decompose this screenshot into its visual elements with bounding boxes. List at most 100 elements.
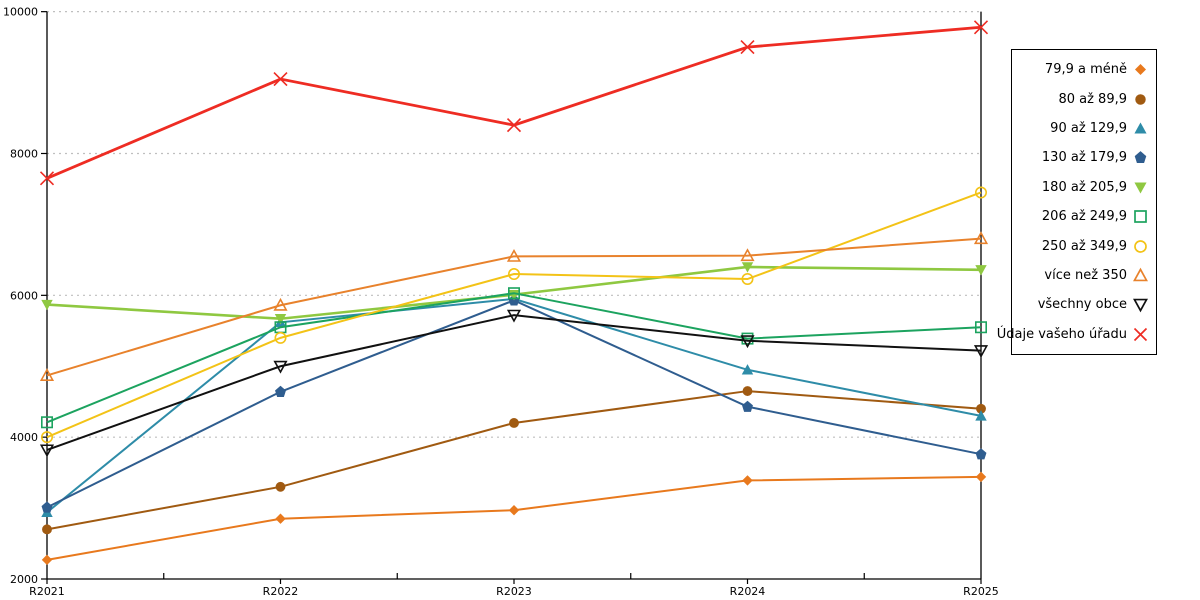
triangle-up-open-marker-icon (1132, 267, 1149, 284)
data-point-marker (1133, 327, 1148, 341)
data-point-marker (40, 431, 53, 444)
y-tick-label: 6000 (10, 289, 38, 302)
legend-item-130-az-179-9[interactable]: 130 až 179,9 (1019, 149, 1149, 166)
data-point-marker (741, 364, 754, 375)
series-79-9-a-mene (41, 471, 987, 566)
y-tick-label: 4000 (10, 431, 38, 444)
data-point-marker (274, 314, 287, 325)
series-line (46, 475, 982, 561)
data-point-marker (975, 265, 987, 276)
data-point-marker (42, 524, 52, 535)
series-line (46, 297, 982, 514)
legend-marker-glyph (1134, 151, 1147, 164)
series-vsechny-obce (39, 309, 989, 458)
x-tick-label: R2022 (263, 585, 299, 598)
data-point-marker (740, 40, 755, 55)
y-tick-label: 10000 (3, 6, 38, 19)
data-point-marker (275, 385, 286, 397)
legend-marker-glyph (1135, 93, 1146, 105)
data-point-marker (275, 513, 286, 524)
data-point-marker (273, 360, 288, 374)
legend-label: 90 až 129,9 (1050, 120, 1127, 136)
data-point-marker (1134, 239, 1147, 253)
legend-label: Údaje vašeho úřadu (996, 326, 1127, 342)
data-point-marker (741, 273, 754, 286)
data-point-marker (742, 475, 753, 486)
data-point-marker (275, 481, 286, 492)
legend-item-vice-nez-350[interactable]: více než 350 (1019, 267, 1149, 284)
diamond-marker-icon (1132, 61, 1149, 78)
x-tick-label: R2021 (29, 585, 65, 598)
legend-item-180-az-205-9[interactable]: 180 až 205,9 (1019, 179, 1149, 196)
legend-item-250-az-349-9[interactable]: 250 až 349,9 (1019, 238, 1149, 255)
triangle-down-open-marker-icon (1132, 296, 1149, 313)
legend-marker-glyph (1133, 327, 1148, 341)
data-point-marker (41, 299, 53, 311)
data-point-marker (742, 386, 753, 397)
legend-marker-glyph (1133, 267, 1148, 282)
series-vice-nez-350 (39, 231, 989, 381)
data-point-marker (1134, 151, 1147, 164)
triangle-down-marker-icon (1132, 179, 1149, 196)
data-point-marker (508, 505, 520, 516)
data-point-marker (39, 444, 55, 458)
data-point-marker (1135, 64, 1146, 76)
triangle-up-marker-icon (1132, 120, 1149, 137)
circle-marker-icon (1132, 91, 1149, 108)
data-point-marker (976, 403, 986, 414)
data-point-marker (508, 289, 520, 301)
data-point-marker (41, 554, 53, 566)
data-point-marker (507, 268, 520, 281)
legend-item-vsechny-obce[interactable]: všechny obce (1019, 296, 1149, 313)
data-point-marker (273, 297, 288, 311)
data-point-marker (273, 71, 288, 87)
legend-item-80-az-89-9[interactable]: 80 až 89,9 (1019, 91, 1149, 108)
legend-marker-glyph (1134, 182, 1147, 194)
legend-item-90-az-129-9[interactable]: 90 až 129,9 (1019, 120, 1149, 137)
legend-marker-glyph (1135, 64, 1146, 76)
data-point-marker (975, 410, 987, 421)
series-line (46, 292, 982, 424)
square-open-marker-icon (1132, 208, 1149, 225)
legend-label: více než 350 (1044, 267, 1127, 283)
series-206-az-249-9 (40, 287, 987, 429)
circle-open-marker-icon (1132, 238, 1149, 255)
legend-label: 80 až 89,9 (1058, 91, 1127, 107)
data-point-marker (507, 287, 520, 300)
data-point-marker (973, 20, 989, 35)
data-point-marker (1133, 267, 1148, 282)
data-point-marker (1133, 299, 1148, 313)
legend-item-udaje-vaseho-uradu[interactable]: Údaje vašeho úřadu (997, 326, 1149, 343)
data-point-marker (973, 231, 989, 245)
data-point-marker (974, 186, 987, 199)
data-point-marker (1134, 182, 1147, 194)
series-line (46, 25, 982, 180)
legend-marker-glyph (1133, 299, 1148, 313)
data-point-marker (742, 400, 753, 412)
legend-label: 130 až 179,9 (1041, 150, 1127, 166)
legend-label: 180 až 205,9 (1041, 179, 1127, 195)
data-point-marker (41, 501, 53, 513)
legend-item-79-9-a-mene[interactable]: 79,9 a méně (1019, 61, 1149, 78)
series-udaje-vaseho-uradu (39, 20, 989, 186)
legend-item-206-az-249-9[interactable]: 206 až 249,9 (1019, 208, 1149, 225)
data-point-marker (740, 248, 755, 262)
legend-label: 206 až 249,9 (1041, 209, 1127, 225)
series-180-az-205-9 (41, 262, 987, 325)
y-tick-label: 8000 (10, 147, 38, 160)
data-point-marker (509, 418, 519, 428)
series-line (46, 237, 982, 377)
x-marker-icon (1132, 326, 1149, 343)
x-tick-label: R2024 (730, 585, 766, 598)
data-point-marker (39, 368, 55, 381)
data-point-marker (40, 416, 53, 429)
data-point-marker (506, 118, 522, 133)
chart-legend: 79,9 a méně 80 až 89,9 90 až 129,9 130 a… (997, 49, 1157, 355)
data-point-marker (506, 248, 522, 262)
legend-marker-glyph (1134, 239, 1147, 253)
data-point-marker (740, 335, 755, 349)
legend-label: 250 až 349,9 (1041, 238, 1127, 254)
series-line (46, 314, 982, 451)
data-point-marker (1134, 210, 1147, 223)
